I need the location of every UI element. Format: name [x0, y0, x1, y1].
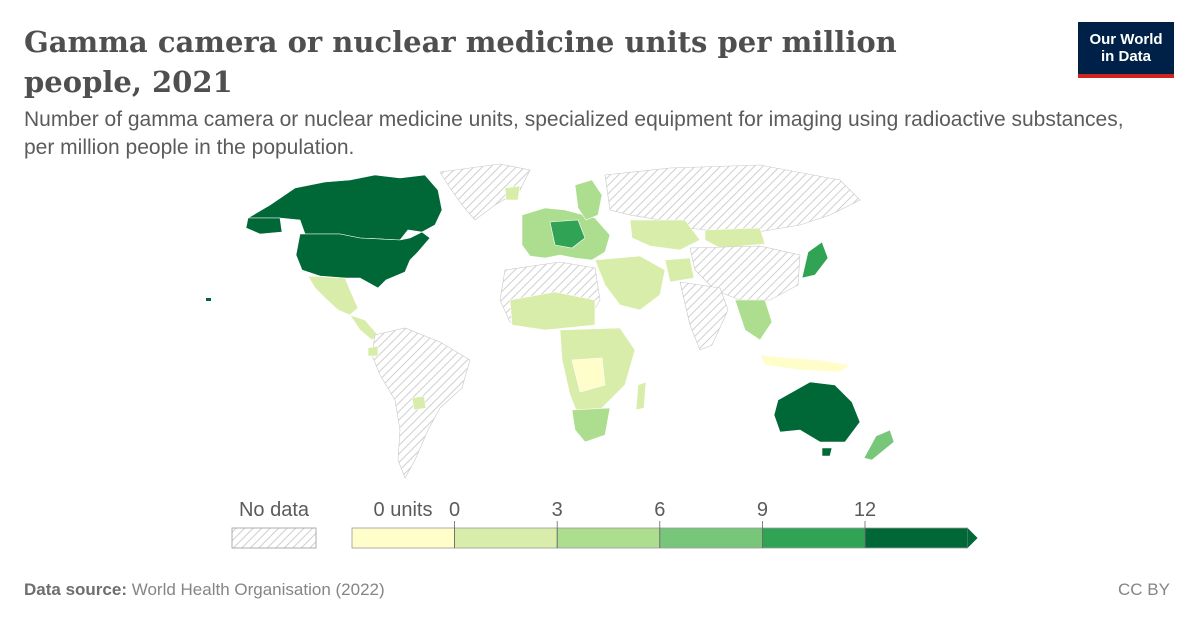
madagascar[interactable] [635, 381, 647, 411]
legend-swatch-1[interactable] [454, 527, 558, 549]
middle-east[interactable] [594, 255, 666, 311]
chart-title: Gamma camera or nuclear medicine units p… [24, 25, 897, 99]
legend-tick-0: 0 [449, 499, 460, 521]
license[interactable]: CC BY [1118, 580, 1170, 599]
data-source: Data source: World Health Organisation (… [24, 580, 385, 600]
legend-swatch-3[interactable] [659, 527, 763, 549]
legend-no-data-label: No data [239, 499, 310, 521]
drc[interactable] [571, 357, 606, 393]
russia[interactable] [604, 164, 861, 236]
central-america[interactable] [349, 314, 379, 341]
legend-zero-units-label: 0 units [374, 499, 433, 521]
united-states[interactable] [295, 231, 431, 289]
japan[interactable] [801, 241, 829, 279]
legend-swatch-4[interactable] [762, 527, 866, 549]
legend-tick-3: 9 [757, 499, 768, 521]
legend-swatch-5[interactable] [864, 527, 968, 549]
legend-no-data-swatch [231, 527, 317, 549]
southern-africa[interactable] [571, 407, 611, 443]
tasmania[interactable] [821, 447, 833, 457]
sahel[interactable] [509, 291, 596, 331]
legend-tick-1: 3 [552, 499, 563, 521]
indonesia[interactable] [759, 354, 851, 373]
central-europe[interactable] [549, 219, 586, 249]
australia[interactable] [773, 381, 861, 443]
alaska[interactable] [245, 217, 283, 235]
greenland[interactable] [439, 163, 531, 221]
ecuador[interactable] [367, 345, 379, 357]
paraguay[interactable] [411, 395, 427, 411]
logo-line-2: in Data [1100, 48, 1151, 65]
legend-tick-2: 6 [654, 499, 665, 521]
legend-swatch-0[interactable] [351, 527, 455, 549]
legend-tick-4: 12 [854, 499, 876, 521]
new-zealand[interactable] [863, 429, 895, 461]
legend-bins: 0 3 6 9 12 [351, 499, 978, 549]
afghanistan[interactable] [664, 257, 695, 283]
legend-swatch-2[interactable] [556, 527, 661, 549]
uk[interactable] [504, 185, 521, 201]
hawaii[interactable] [206, 298, 211, 301]
mongolia[interactable] [704, 227, 766, 249]
scandinavia[interactable] [574, 179, 603, 221]
logo-line-1: Our World [1089, 31, 1163, 48]
india[interactable] [679, 281, 729, 351]
china[interactable] [689, 245, 801, 301]
world-map[interactable] [200, 160, 900, 480]
kazakhstan[interactable] [629, 219, 701, 251]
data-source-label: Data source: [24, 580, 127, 599]
southeast-asia[interactable] [734, 299, 773, 341]
mexico[interactable] [307, 275, 359, 316]
owid-logo[interactable]: Our World in Data [1078, 22, 1174, 78]
data-source-text[interactable]: World Health Organisation (2022) [131, 580, 385, 599]
legend-arrow [967, 528, 978, 548]
chart-subtitle: Number of gamma camera or nuclear medici… [24, 108, 1124, 159]
